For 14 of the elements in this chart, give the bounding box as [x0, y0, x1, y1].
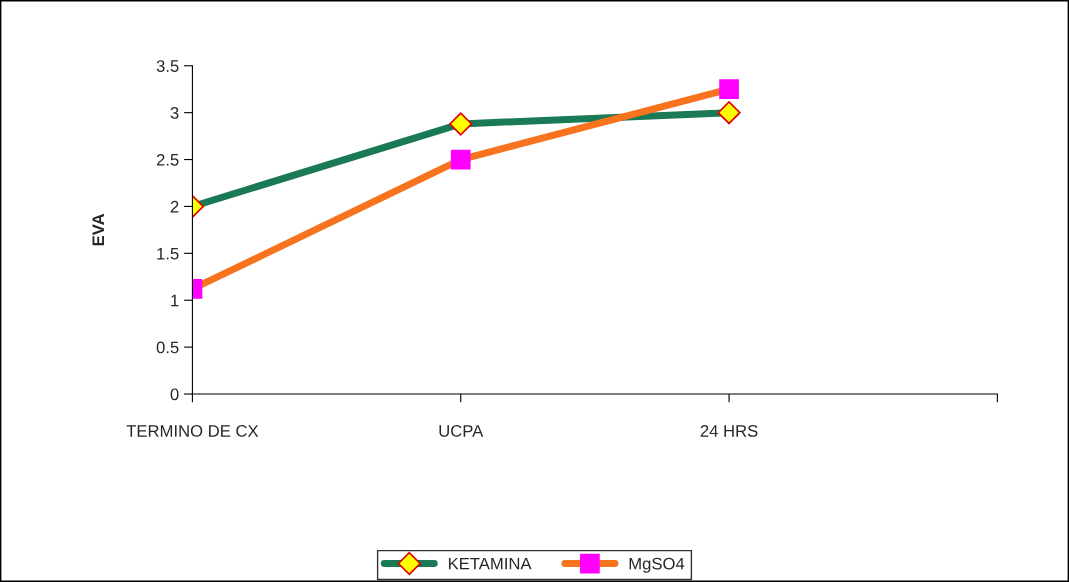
x-tick-label: UCPA [439, 425, 484, 437]
y-tick-label: 3.5 [156, 60, 179, 72]
x-tick-label: 24 HRS [700, 425, 758, 437]
y-tick-label: 0.5 [156, 341, 179, 354]
legend-label: KETAMINA [448, 557, 532, 570]
legend-label: MgSO4 [629, 557, 685, 573]
y-tick-label: 2 [170, 200, 179, 213]
y-axis-title: EVA [92, 213, 104, 246]
y-tick-label: 1.5 [157, 247, 179, 260]
y-tick-label: 0 [170, 388, 179, 401]
y-tick-label: 2.5 [156, 153, 179, 166]
y-tick-label: 1 [171, 294, 179, 307]
y-tick-label: 3 [170, 107, 179, 119]
x-tick-label: TERMINO DE CX [126, 425, 259, 437]
